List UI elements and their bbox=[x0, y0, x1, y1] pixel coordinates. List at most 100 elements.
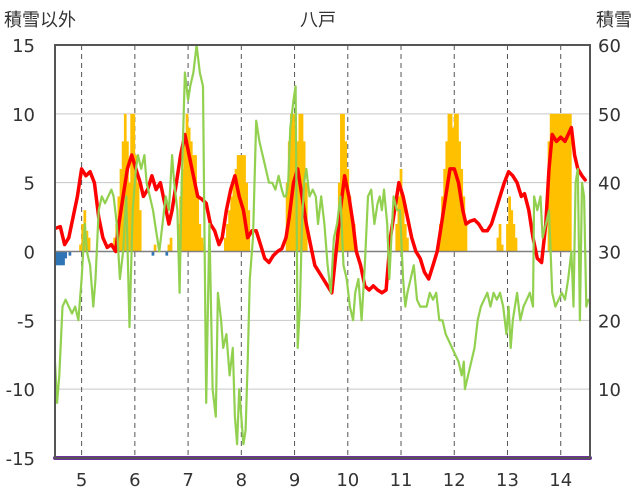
bar bbox=[406, 237, 409, 252]
bar bbox=[194, 155, 197, 252]
plot-frame bbox=[54, 44, 591, 459]
bar bbox=[200, 237, 204, 252]
bar bbox=[57, 251, 61, 266]
bar bbox=[130, 113, 134, 252]
green-series-line bbox=[53, 43, 590, 446]
bar bbox=[55, 251, 59, 266]
bar bbox=[128, 182, 131, 252]
x-tick-label: 10 bbox=[336, 470, 359, 491]
bar bbox=[300, 113, 304, 252]
x-tick-label: 13 bbox=[496, 470, 519, 491]
bar bbox=[514, 237, 518, 252]
y-left-tick-label: 15 bbox=[12, 36, 35, 57]
y-left-tick-label: -10 bbox=[6, 380, 35, 401]
bar bbox=[136, 182, 140, 252]
bar bbox=[287, 141, 291, 252]
bar bbox=[395, 223, 399, 252]
bar bbox=[498, 223, 502, 252]
bar bbox=[451, 127, 455, 252]
bar bbox=[562, 113, 566, 252]
bar bbox=[344, 141, 348, 252]
bar bbox=[228, 210, 231, 252]
y-right-tick-label: 20 bbox=[598, 311, 621, 332]
bar bbox=[64, 251, 68, 259]
bar bbox=[243, 155, 246, 252]
bar bbox=[510, 210, 514, 252]
bar bbox=[68, 251, 72, 256]
y-left-tick-label: -5 bbox=[17, 311, 35, 332]
y-left-tick-label: 5 bbox=[24, 174, 35, 195]
bar bbox=[449, 113, 453, 252]
bar bbox=[397, 196, 401, 252]
x-tick-label: 12 bbox=[443, 470, 466, 491]
bar bbox=[138, 210, 142, 252]
bar bbox=[554, 113, 557, 252]
bar bbox=[153, 244, 157, 252]
left-axis-title: 積雪以外 bbox=[4, 10, 76, 31]
chart-title: 八戸 bbox=[300, 10, 336, 31]
bar bbox=[183, 141, 187, 252]
bar bbox=[169, 237, 173, 252]
bar bbox=[289, 113, 293, 252]
bar bbox=[187, 127, 191, 252]
x-tick-label: 6 bbox=[129, 470, 140, 491]
y-right-tick-label: 60 bbox=[598, 36, 621, 57]
bar bbox=[348, 196, 352, 252]
bar bbox=[564, 113, 568, 252]
y-left-tick-label: -15 bbox=[6, 449, 35, 470]
bar bbox=[134, 155, 138, 252]
bar bbox=[508, 196, 511, 252]
bar bbox=[81, 223, 85, 252]
x-tick-label: 9 bbox=[289, 470, 300, 491]
bar bbox=[230, 196, 234, 252]
bar bbox=[62, 251, 65, 266]
bar bbox=[453, 113, 457, 252]
bar bbox=[496, 237, 500, 252]
bar bbox=[551, 113, 555, 252]
bar bbox=[296, 141, 300, 252]
x-tick-label: 7 bbox=[182, 470, 193, 491]
bar bbox=[558, 113, 562, 252]
y-left-tick-label: 0 bbox=[24, 243, 35, 264]
bar bbox=[232, 182, 236, 252]
bar bbox=[79, 244, 82, 252]
y-right-tick-label: 50 bbox=[598, 105, 621, 126]
bar bbox=[340, 113, 343, 252]
bar bbox=[234, 168, 238, 252]
y-left-tick-label: 10 bbox=[12, 105, 35, 126]
bar bbox=[403, 223, 407, 252]
bar bbox=[226, 223, 229, 252]
bar bbox=[285, 182, 289, 252]
bar bbox=[346, 168, 350, 252]
bar bbox=[151, 251, 155, 256]
bar bbox=[462, 196, 466, 252]
red-series-line bbox=[54, 125, 587, 295]
right-axis-title: 積雪 bbox=[596, 10, 632, 31]
bar bbox=[464, 223, 468, 252]
bar bbox=[556, 113, 559, 252]
bar bbox=[181, 168, 185, 252]
bar bbox=[506, 223, 509, 252]
bar bbox=[60, 251, 63, 266]
bar bbox=[560, 113, 564, 252]
x-tick-label: 11 bbox=[390, 470, 413, 491]
bar bbox=[113, 237, 116, 252]
x-tick-label: 8 bbox=[236, 470, 247, 491]
bar bbox=[549, 113, 553, 252]
bar bbox=[236, 155, 240, 252]
y-right-tick-label: 40 bbox=[598, 174, 621, 195]
y-right-tick-label: 30 bbox=[598, 243, 621, 264]
bar bbox=[198, 223, 202, 252]
bar bbox=[196, 196, 200, 252]
bar bbox=[223, 237, 227, 252]
bar bbox=[192, 155, 195, 252]
bar bbox=[566, 113, 570, 252]
bar bbox=[185, 113, 189, 252]
bar bbox=[350, 223, 354, 252]
gridlines bbox=[55, 45, 590, 458]
bar bbox=[247, 210, 251, 252]
x-tick-label: 5 bbox=[76, 470, 87, 491]
plot-border bbox=[54, 44, 591, 459]
